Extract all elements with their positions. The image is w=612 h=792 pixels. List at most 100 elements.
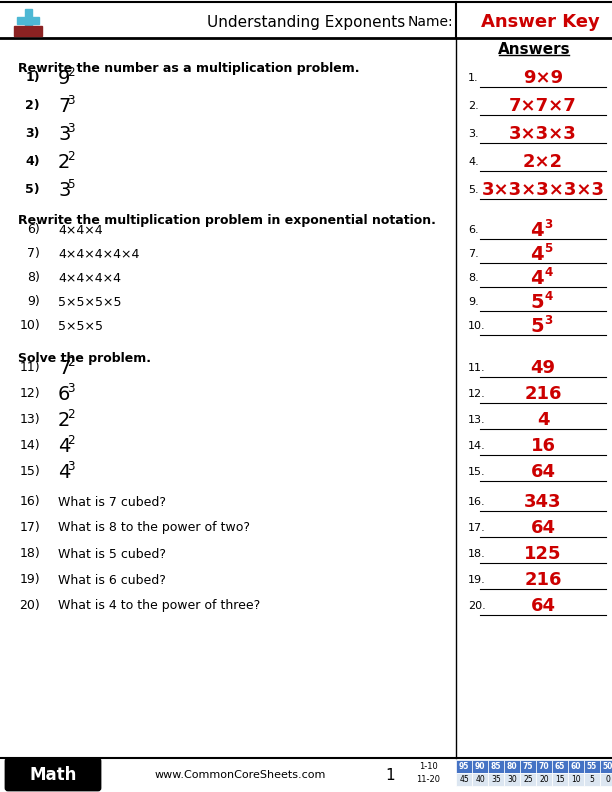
Bar [472, 760, 488, 773]
Text: 2: 2 [58, 153, 70, 172]
Text: Rewrite the multiplication problem in exponential notation.: Rewrite the multiplication problem in ex… [18, 214, 436, 227]
Text: 4: 4 [544, 290, 553, 303]
Text: Math: Math [29, 766, 76, 784]
Text: 40: 40 [475, 775, 485, 784]
Text: 64: 64 [531, 597, 556, 615]
Text: 7: 7 [58, 359, 70, 378]
Bar [25, 9, 32, 31]
Text: 7): 7) [27, 247, 40, 261]
Text: 4: 4 [530, 268, 544, 287]
Bar [456, 760, 472, 773]
Text: 3: 3 [58, 124, 70, 143]
Text: 3: 3 [67, 93, 75, 107]
Text: 85: 85 [491, 762, 501, 771]
Text: 5×5×5×5: 5×5×5×5 [58, 295, 122, 309]
Text: 1.: 1. [468, 73, 479, 83]
Text: 14): 14) [20, 440, 40, 452]
Bar [552, 773, 568, 786]
Text: 7: 7 [58, 97, 70, 116]
Text: 14.: 14. [468, 441, 486, 451]
Text: 8): 8) [27, 272, 40, 284]
Bar [472, 773, 488, 786]
Text: 55: 55 [587, 762, 597, 771]
Text: 11.: 11. [468, 363, 486, 373]
Text: 16.: 16. [468, 497, 486, 507]
Text: 70: 70 [539, 762, 550, 771]
Text: 6.: 6. [468, 225, 479, 235]
Bar [488, 773, 504, 786]
Text: 18): 18) [19, 547, 40, 561]
Text: 5): 5) [25, 184, 40, 196]
Text: Answer Key: Answer Key [481, 13, 600, 31]
Text: 2: 2 [67, 408, 75, 421]
Text: 5.: 5. [468, 185, 479, 195]
Bar [584, 773, 600, 786]
Text: 9): 9) [28, 295, 40, 309]
Text: 1-10: 1-10 [419, 762, 438, 771]
Bar [552, 760, 568, 773]
Text: 17): 17) [19, 521, 40, 535]
Text: 9.: 9. [468, 297, 479, 307]
Text: 3: 3 [67, 459, 75, 473]
Text: 2.: 2. [468, 101, 479, 111]
Text: 343: 343 [524, 493, 562, 511]
Text: 3: 3 [67, 122, 75, 135]
Text: 4: 4 [530, 245, 544, 264]
Text: 16): 16) [20, 496, 40, 508]
Text: 6: 6 [58, 384, 70, 403]
Text: www.CommonCoreSheets.com: www.CommonCoreSheets.com [154, 770, 326, 780]
Text: 95: 95 [459, 762, 469, 771]
Text: Answers: Answers [498, 43, 570, 58]
Text: 4): 4) [25, 155, 40, 169]
Text: 4×4×4×4×4: 4×4×4×4×4 [58, 247, 140, 261]
Text: 4.: 4. [468, 157, 479, 167]
Text: 3: 3 [544, 314, 553, 326]
Text: 5: 5 [530, 292, 544, 311]
Text: 2: 2 [67, 434, 75, 447]
Text: 3): 3) [26, 128, 40, 140]
Text: 2×2: 2×2 [523, 153, 563, 171]
Text: 3×3×3×3×3: 3×3×3×3×3 [482, 181, 605, 199]
Bar [456, 773, 472, 786]
Bar [14, 26, 42, 36]
Text: What is 5 cubed?: What is 5 cubed? [58, 547, 166, 561]
Text: 15): 15) [19, 466, 40, 478]
Text: 90: 90 [475, 762, 485, 771]
Text: 4: 4 [544, 265, 553, 279]
Text: 25: 25 [523, 775, 533, 784]
Text: 2): 2) [25, 100, 40, 112]
Bar [536, 760, 552, 773]
Text: 15.: 15. [468, 467, 486, 477]
Text: 4×4×4: 4×4×4 [58, 223, 103, 237]
Text: 5: 5 [544, 242, 553, 254]
Bar [488, 760, 504, 773]
Text: Rewrite the number as a multiplication problem.: Rewrite the number as a multiplication p… [18, 62, 359, 75]
Text: 19.: 19. [468, 575, 486, 585]
Bar [568, 773, 584, 786]
Text: 2: 2 [67, 66, 75, 78]
Text: 216: 216 [524, 385, 562, 403]
Text: 20): 20) [19, 600, 40, 612]
FancyBboxPatch shape [6, 759, 100, 790]
Text: 65: 65 [555, 762, 565, 771]
Text: 3.: 3. [468, 129, 479, 139]
Bar [568, 760, 584, 773]
Text: 49: 49 [531, 359, 556, 377]
Text: What is 6 cubed?: What is 6 cubed? [58, 573, 166, 587]
Text: 9: 9 [58, 68, 70, 87]
Text: 50: 50 [603, 762, 612, 771]
Text: 8.: 8. [468, 273, 479, 283]
Text: What is 8 to the power of two?: What is 8 to the power of two? [58, 521, 250, 535]
Bar [584, 760, 600, 773]
Text: 12.: 12. [468, 389, 486, 399]
Text: 3: 3 [58, 181, 70, 200]
Text: 80: 80 [507, 762, 517, 771]
Text: 4: 4 [58, 436, 70, 455]
Text: 10.: 10. [468, 321, 486, 331]
Bar [504, 760, 520, 773]
Text: 64: 64 [531, 463, 556, 481]
Text: 2: 2 [67, 356, 75, 368]
Text: 2: 2 [58, 410, 70, 429]
Text: 6): 6) [28, 223, 40, 237]
Text: What is 4 to the power of three?: What is 4 to the power of three? [58, 600, 260, 612]
